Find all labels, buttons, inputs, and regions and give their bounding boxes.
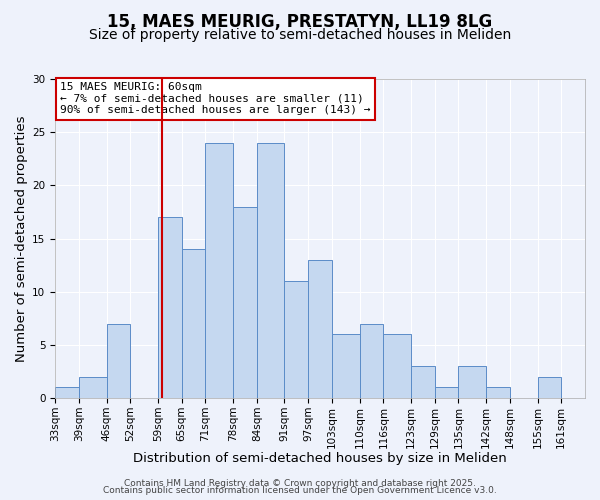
Text: 15 MAES MEURIG: 60sqm
← 7% of semi-detached houses are smaller (11)
90% of semi-: 15 MAES MEURIG: 60sqm ← 7% of semi-detac… (61, 82, 371, 116)
Bar (55, 388, 79, 398)
Text: 15, MAES MEURIG, PRESTATYN, LL19 8LG: 15, MAES MEURIG, PRESTATYN, LL19 8LG (107, 12, 493, 30)
Bar (411, 366, 435, 398)
Bar (435, 388, 458, 398)
Bar (107, 324, 130, 398)
Bar (158, 218, 182, 398)
Bar (383, 334, 411, 398)
Text: Size of property relative to semi-detached houses in Meliden: Size of property relative to semi-detach… (89, 28, 511, 42)
Text: Contains HM Land Registry data © Crown copyright and database right 2025.: Contains HM Land Registry data © Crown c… (124, 478, 476, 488)
Bar (458, 366, 486, 398)
Bar (182, 249, 205, 398)
Bar (205, 143, 233, 398)
Bar (79, 377, 107, 398)
Bar (486, 388, 510, 398)
Bar (257, 143, 284, 398)
Bar (233, 206, 257, 398)
Bar (538, 377, 561, 398)
X-axis label: Distribution of semi-detached houses by size in Meliden: Distribution of semi-detached houses by … (133, 452, 507, 465)
Bar (308, 260, 332, 398)
Text: Contains public sector information licensed under the Open Government Licence v3: Contains public sector information licen… (103, 486, 497, 495)
Bar (359, 324, 383, 398)
Y-axis label: Number of semi-detached properties: Number of semi-detached properties (15, 116, 28, 362)
Bar (332, 334, 359, 398)
Bar (284, 281, 308, 398)
